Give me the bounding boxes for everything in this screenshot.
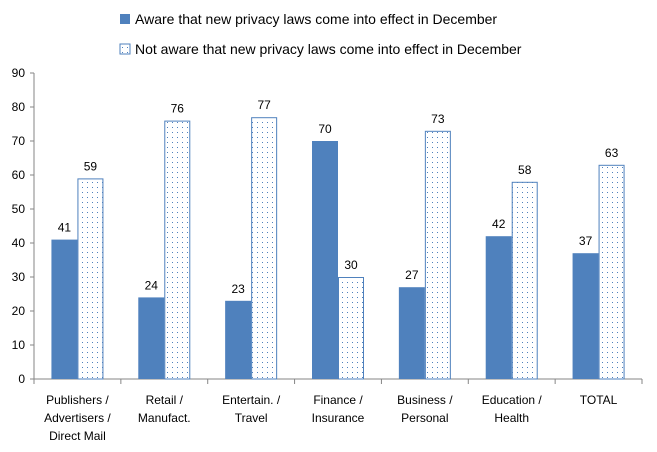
data-label: 37 xyxy=(579,234,593,248)
bar-aware xyxy=(572,253,599,379)
x-tick-label-line: Retail / xyxy=(146,393,184,407)
data-label: 59 xyxy=(84,159,98,173)
bar-aware xyxy=(138,297,165,379)
data-label: 41 xyxy=(58,221,72,235)
bar-not-aware xyxy=(164,120,191,380)
x-tick-label: Entertain. / Travel xyxy=(222,393,281,425)
bar-not-aware xyxy=(511,181,538,380)
data-label: 42 xyxy=(492,217,506,231)
bar-aware xyxy=(312,141,338,379)
legend-label: Aware that new privacy laws come into ef… xyxy=(135,11,497,27)
axes: 0 10 20 30 40 50 60 70 80 90 Publishers / Advertise… xyxy=(12,66,643,443)
y-tick-label: 70 xyxy=(12,134,26,148)
x-tick-label: Business / Personal xyxy=(397,393,453,425)
x-tick-label: Education / Health xyxy=(482,393,543,425)
x-tick-label-line: Travel xyxy=(235,411,268,425)
x-tick-label: Retail / Manufact. xyxy=(138,393,191,425)
y-tick-label: 80 xyxy=(12,100,26,114)
data-label: 73 xyxy=(431,112,445,126)
x-tick-label: Publishers / Advertisers / Direct Mail xyxy=(44,393,111,443)
x-tick-label-line: TOTAL xyxy=(580,393,618,407)
y-tick-label: 60 xyxy=(12,168,26,182)
legend-swatch-dotted xyxy=(119,43,131,55)
data-label: 24 xyxy=(145,278,159,292)
bar-not-aware xyxy=(424,130,451,380)
bar-not-aware xyxy=(338,277,364,380)
data-label: 70 xyxy=(318,122,332,136)
data-label: 76 xyxy=(171,102,185,116)
x-tick-label-line: Manufact. xyxy=(138,411,191,425)
x-tick-label: Finance / Insurance xyxy=(312,393,365,425)
x-tick-label-line: Business / xyxy=(397,393,453,407)
x-tick-label-line: Education / xyxy=(482,393,543,407)
data-label: 27 xyxy=(405,268,419,282)
data-label: 23 xyxy=(231,282,245,296)
x-tick-label-line: Advertisers / xyxy=(44,411,111,425)
legend-label: Not aware that new privacy laws come int… xyxy=(135,41,522,57)
legend: Aware that new privacy laws come into ef… xyxy=(119,11,522,57)
data-label: 77 xyxy=(257,98,271,112)
y-tick-label: 0 xyxy=(18,372,25,386)
bar-aware xyxy=(485,236,512,379)
x-tick-label-line: Insurance xyxy=(312,411,365,425)
y-tick-label: 50 xyxy=(12,202,26,216)
x-tick-label-line: Personal xyxy=(401,411,448,425)
legend-swatch-solid xyxy=(120,14,130,24)
y-tick-label: 40 xyxy=(12,236,26,250)
y-tick-label: 30 xyxy=(12,270,26,284)
x-tick-label-line: Direct Mail xyxy=(49,429,106,443)
data-label: 63 xyxy=(605,146,619,160)
bar-aware xyxy=(51,239,78,379)
bars xyxy=(51,117,625,380)
data-label: 58 xyxy=(518,163,532,177)
bar-not-aware xyxy=(251,117,278,380)
x-tick-label-line: Publishers / xyxy=(46,393,109,407)
bar-not-aware xyxy=(598,164,625,380)
y-tick-label: 20 xyxy=(12,304,26,318)
bar-not-aware xyxy=(77,178,104,380)
x-tick-label-line: Entertain. / xyxy=(222,393,281,407)
x-tick-label: TOTAL xyxy=(580,393,618,407)
bar-aware xyxy=(225,300,252,379)
x-tick-label-line: Health xyxy=(494,411,529,425)
y-tick-label: 90 xyxy=(12,66,26,80)
data-label: 30 xyxy=(344,258,358,272)
x-tick-label-line: Finance / xyxy=(313,393,363,407)
data-labels: 41 59 24 76 23 77 70 30 27 73 42 58 37 63 xyxy=(58,98,619,296)
y-tick-label: 10 xyxy=(12,338,26,352)
bar-aware xyxy=(398,287,425,379)
